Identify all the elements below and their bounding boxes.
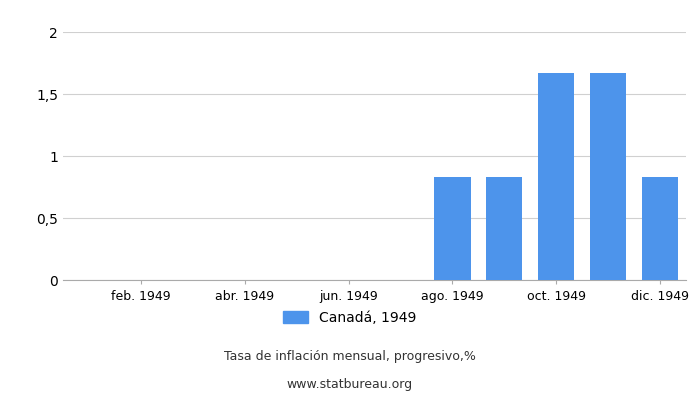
Bar (642, 177, 678, 280)
Bar (486, 177, 522, 280)
Text: Tasa de inflación mensual, progresivo,%: Tasa de inflación mensual, progresivo,% (224, 350, 476, 363)
Bar (434, 177, 470, 280)
Bar (538, 73, 575, 280)
Legend: Canadá, 1949: Canadá, 1949 (284, 311, 416, 325)
Text: www.statbureau.org: www.statbureau.org (287, 378, 413, 391)
Bar (590, 73, 626, 280)
